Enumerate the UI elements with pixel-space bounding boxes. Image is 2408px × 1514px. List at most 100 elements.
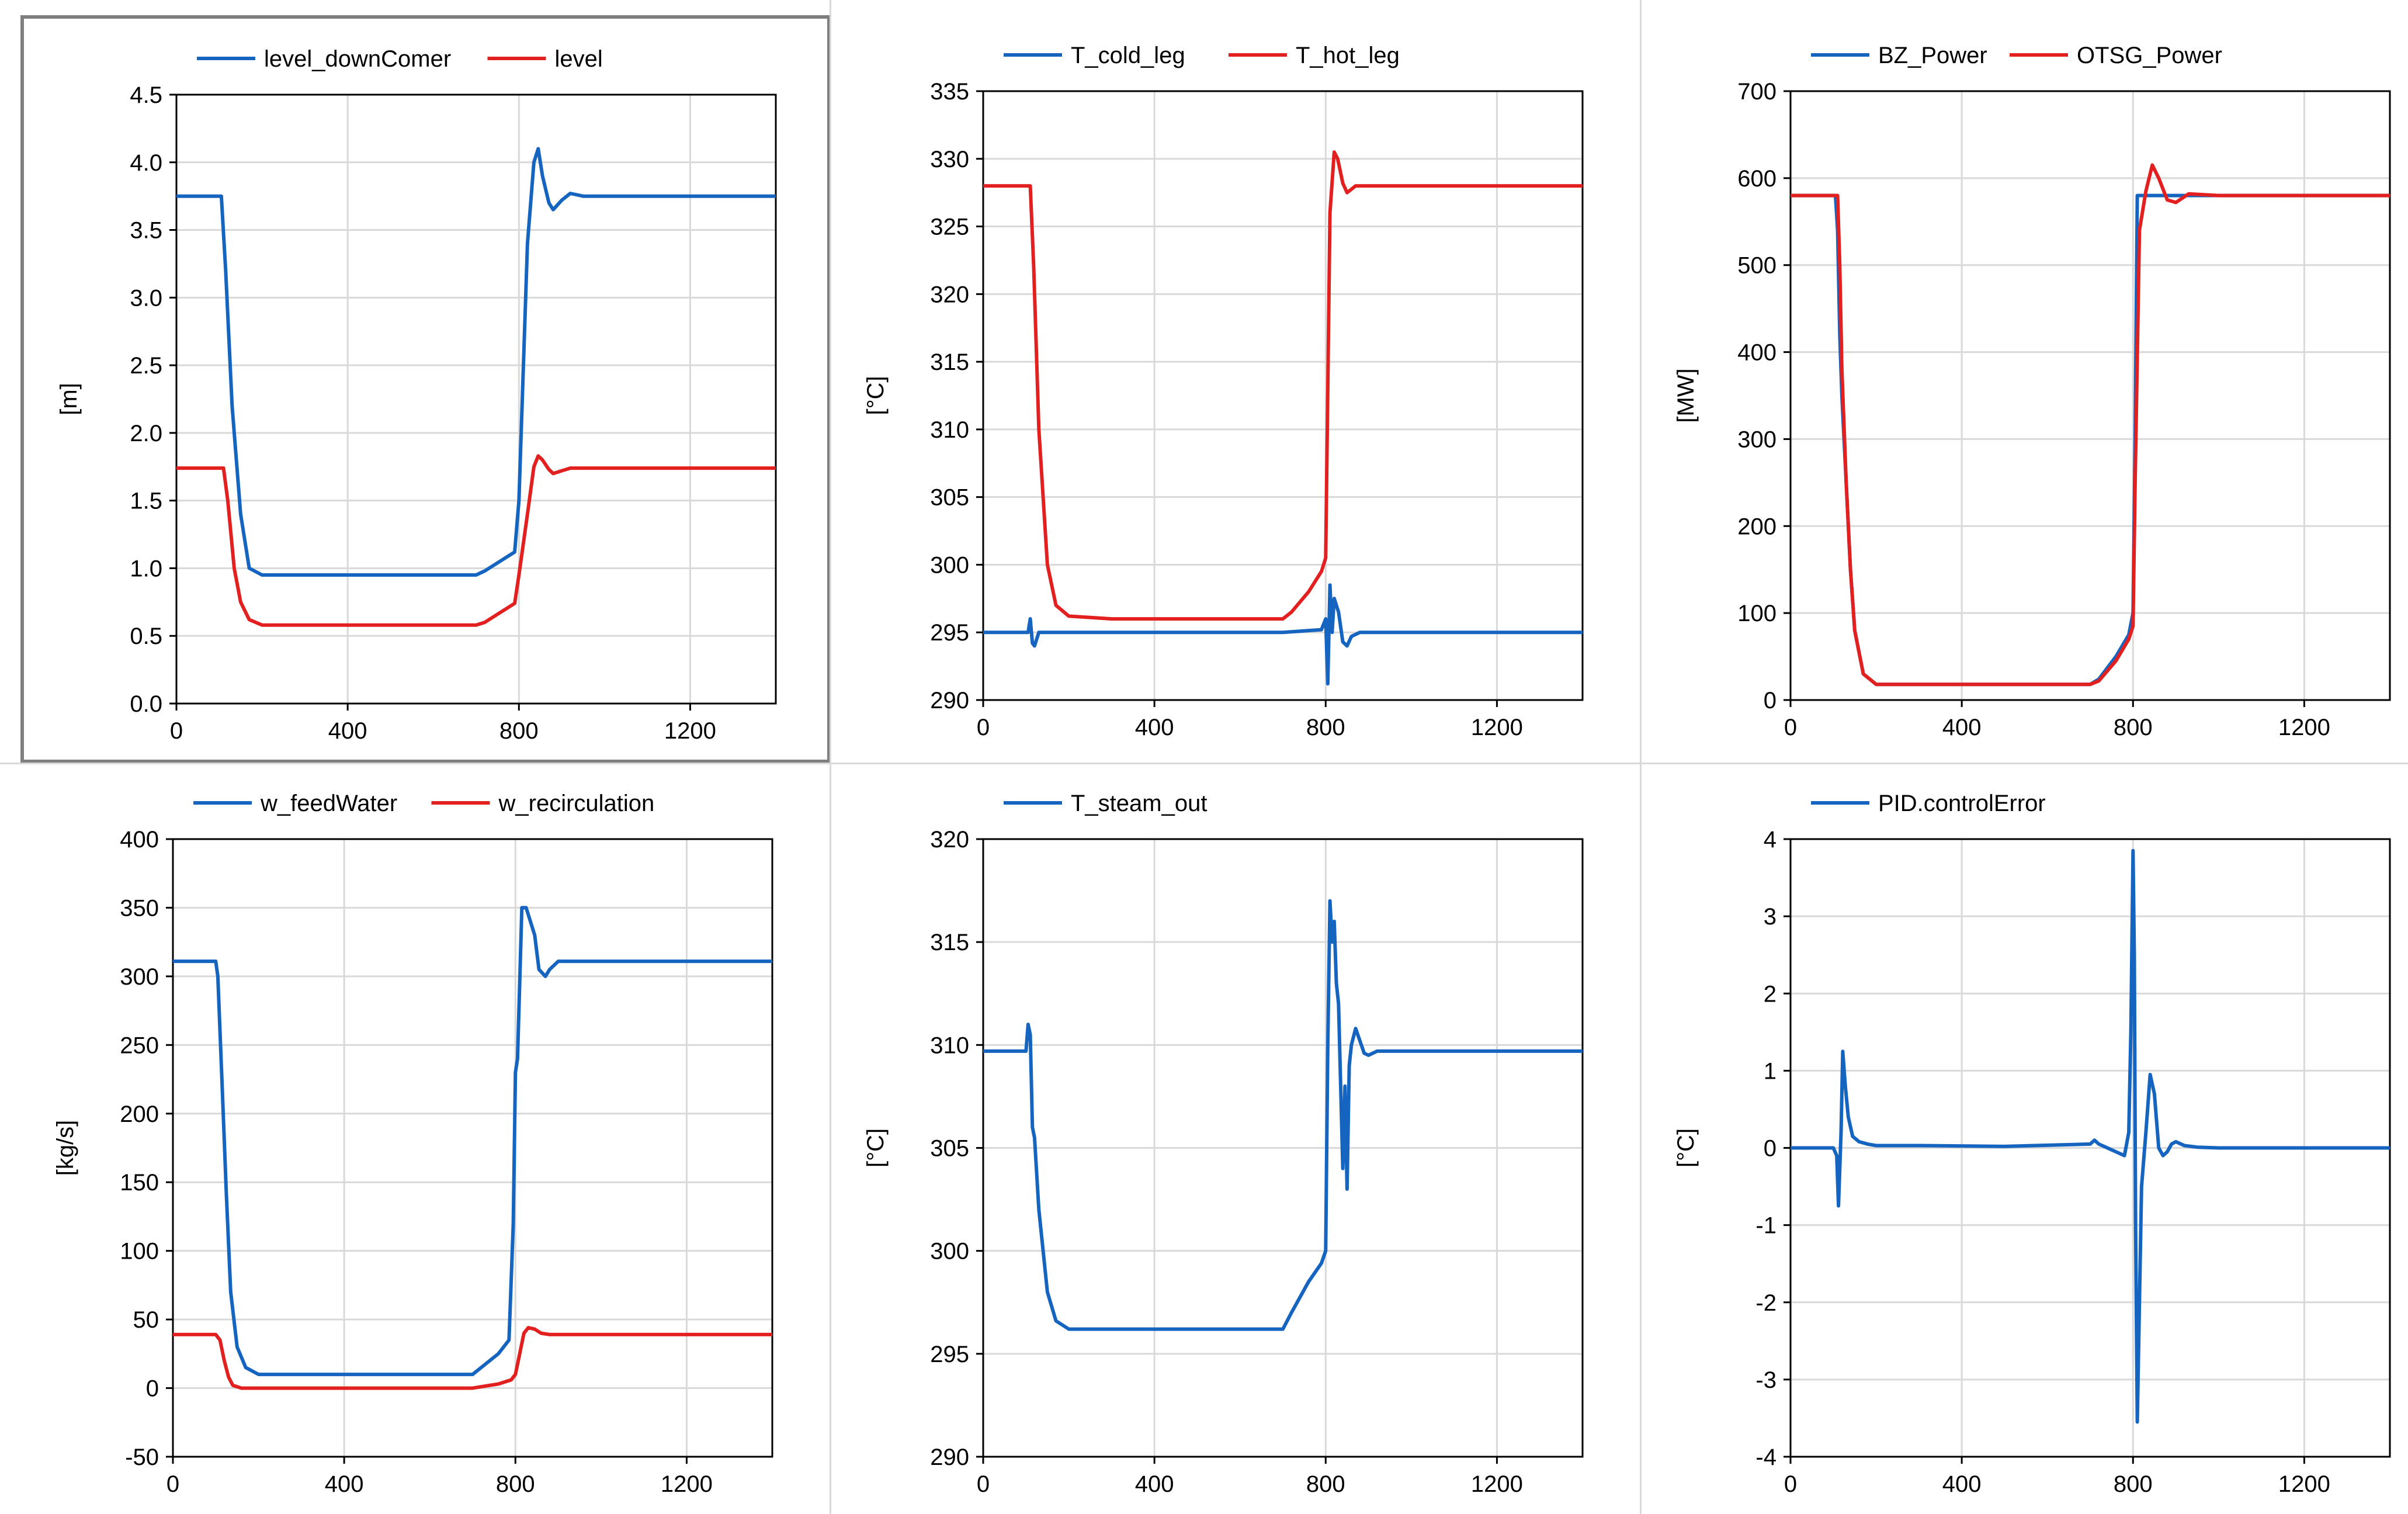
y-tick-label: 400: [120, 827, 159, 853]
y-tick-label: 50: [133, 1307, 159, 1333]
y-tick-label: 0.5: [130, 623, 162, 649]
plot-panel-control-error[interactable]: -4 -3 -2 -1 0 1 2 3 4 0 400 800 1200 [°C] PID.controlE…: [1641, 763, 2408, 1514]
x-tick-label: 0: [977, 715, 990, 740]
series-line-w_recirculation: [173, 1326, 772, 1390]
y-tick-label: -2: [1755, 1290, 1776, 1316]
x-tick-label: 1200: [1471, 715, 1523, 740]
y-tick-label: 290: [930, 1444, 969, 1470]
plot-panel-flow[interactable]: -50 0 50 100 150 200 250 300 350 400 0 400 800 1200 [k…: [20, 763, 831, 1514]
y-tick-label: 4.5: [130, 82, 162, 108]
plot-panel-power[interactable]: 0 100 200 300 400 500 600 700 0 400 800 1200 [MW] BZ_…: [1641, 15, 2408, 763]
plot-panel-steam-temperature[interactable]: 290 295 300 305 310 315 320 0 400 800 1200 [°C] T_st…: [831, 763, 1641, 1514]
y-axis-label: [°C]: [1673, 1128, 1699, 1167]
chart-svg: 0 100 200 300 400 500 600 700 0 400 800 1200 [MW] BZ_…: [1673, 43, 2391, 740]
y-tick-label: 295: [930, 1342, 969, 1367]
y-axis-label: [°C]: [863, 1128, 889, 1167]
y-tick-label: -3: [1755, 1367, 1776, 1393]
plot-panel-level[interactable]: 0.0 0.5 1.0 1.5 2.0 2.5 3.0 3.5 4.0 4.5 0 400 800 120…: [20, 15, 831, 763]
plot-area: [983, 91, 1583, 700]
chart-svg: 0.0 0.5 1.0 1.5 2.0 2.5 3.0 3.5 4.0 4.5 0 400 800 120…: [56, 46, 777, 744]
y-tick-label: 0: [1764, 1136, 1776, 1162]
y-tick-label: 315: [930, 349, 969, 375]
x-tick-label: 800: [1306, 1471, 1345, 1497]
plot-area: [1791, 91, 2390, 700]
y-tick-label: 1.0: [130, 556, 162, 581]
legend-label: T_steam_out: [1071, 791, 1207, 816]
plot-frame: [172, 838, 773, 1458]
y-tick-label: 300: [930, 552, 969, 578]
series-line-T_hot_leg: [983, 150, 1583, 621]
legend-label: OTSG_Power: [2077, 43, 2222, 68]
y-tick-label: 600: [1737, 166, 1776, 192]
x-tick-label: 0: [170, 718, 183, 744]
y-tick-label: 0: [1764, 688, 1776, 713]
y-tick-label: 1: [1764, 1058, 1776, 1084]
y-tick-label: 300: [120, 964, 159, 990]
x-tick-label: 400: [1942, 715, 1982, 740]
y-tick-label: 310: [930, 1033, 969, 1058]
y-tick-label: 335: [930, 79, 969, 105]
panel-divider: [0, 763, 2408, 764]
y-axis-label: [m]: [56, 383, 82, 415]
legend-label: BZ_Power: [1878, 43, 1987, 68]
chart-svg: -50 0 50 100 150 200 250 300 350 400 0 400 800 1200 [k…: [53, 791, 773, 1497]
y-tick-label: -4: [1755, 1444, 1776, 1470]
y-tick-label: 310: [930, 417, 969, 443]
y-tick-label: 200: [120, 1101, 159, 1127]
series-line-level: [176, 454, 776, 627]
y-tick-label: 3.5: [130, 218, 162, 244]
series-line-w_feedWater: [173, 906, 772, 1377]
plot-area: [176, 95, 776, 704]
legend-label: w_recirculation: [498, 791, 655, 816]
y-tick-label: 2: [1764, 981, 1776, 1007]
x-tick-label: 800: [496, 1471, 535, 1497]
chart-svg: 290 295 300 305 310 315 320 0 400 800 1200 [°C] T_st…: [863, 791, 1584, 1497]
series-line-T_cold_leg: [983, 583, 1583, 686]
x-tick-label: 1200: [661, 1471, 713, 1497]
y-tick-label: 290: [930, 688, 969, 713]
y-axis-label: [kg/s]: [53, 1120, 78, 1176]
x-tick-label: 800: [2114, 1471, 2153, 1497]
y-tick-label: 295: [930, 620, 969, 646]
y-tick-label: 1.5: [130, 489, 162, 514]
y-tick-label: 0: [146, 1376, 159, 1402]
x-tick-label: 800: [1306, 715, 1345, 740]
y-tick-label: 300: [930, 1239, 969, 1264]
x-tick-label: 400: [328, 718, 367, 744]
series-line-T_steam_out: [983, 899, 1583, 1331]
y-tick-label: 305: [930, 1136, 969, 1162]
y-tick-label: 300: [1737, 427, 1776, 452]
y-tick-label: 0.0: [130, 691, 162, 717]
y-tick-label: 305: [930, 485, 969, 511]
y-tick-label: 500: [1737, 253, 1776, 279]
y-tick-label: 100: [1737, 601, 1776, 626]
plot-frame: [982, 90, 1584, 701]
legend-label: T_cold_leg: [1071, 43, 1185, 68]
legend-label: T_hot_leg: [1296, 43, 1400, 68]
chart-svg: -4 -3 -2 -1 0 1 2 3 4 0 400 800 1200 [°C] PID.controlE…: [1673, 791, 2391, 1497]
x-tick-label: 800: [499, 718, 539, 744]
plot-frame: [982, 838, 1584, 1458]
y-tick-label: 2.0: [130, 421, 162, 446]
panel-divider: [1640, 0, 1642, 1514]
x-tick-label: 0: [1784, 715, 1797, 740]
y-tick-label: 700: [1737, 79, 1776, 105]
plot-panel-leg-temperatures[interactable]: 290 295 300 305 310 315 320 325 330 335 0 400 800 120…: [831, 15, 1641, 763]
y-tick-label: 100: [120, 1239, 159, 1264]
legend-label: PID.controlError: [1878, 791, 2046, 816]
series-line-PID.controlError: [1791, 848, 2390, 1424]
y-tick-label: 4: [1764, 827, 1776, 853]
x-tick-label: 1200: [2278, 715, 2330, 740]
plot-frame: [175, 93, 777, 705]
legend-label: level_downComer: [264, 46, 451, 72]
y-tick-label: 320: [930, 282, 969, 307]
y-tick-label: 200: [1737, 514, 1776, 539]
y-tick-label: 315: [930, 930, 969, 955]
y-axis-label: [°C]: [863, 376, 889, 415]
legend-label: level: [555, 46, 603, 72]
y-tick-label: -1: [1755, 1213, 1776, 1239]
x-tick-label: 0: [166, 1471, 179, 1497]
x-tick-label: 800: [2114, 715, 2153, 740]
y-tick-label: 320: [930, 827, 969, 853]
